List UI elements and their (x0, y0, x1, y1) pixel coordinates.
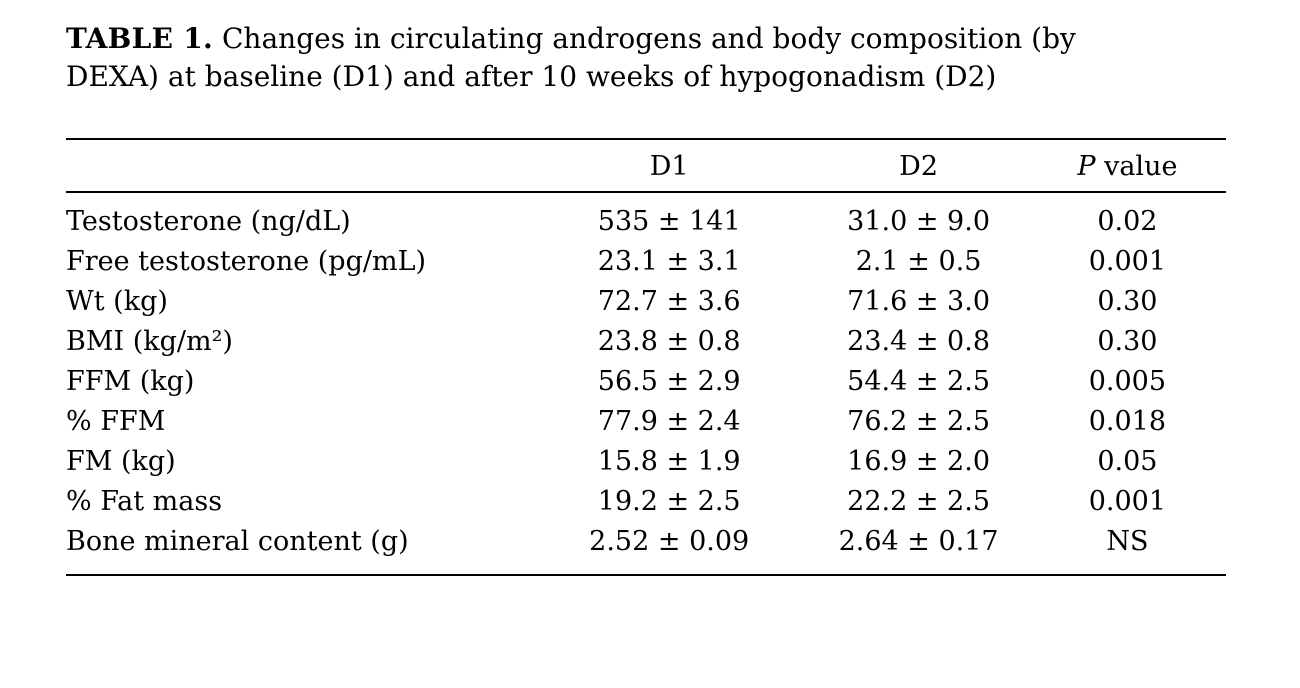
table-caption-text: Changes in circulating androgens and bod… (66, 22, 1076, 93)
p-value: 0.001 (1088, 246, 1167, 277)
header-d1: D1 (649, 151, 689, 182)
value-d2: 54.4 ± 2.5 (847, 366, 991, 397)
header-d2: D2 (899, 151, 938, 182)
table-row: Free testosterone (pg/mL) 23.1 ± 3.1 2.1… (66, 242, 1226, 282)
row-label: % Fat mass (66, 486, 223, 517)
row-label: Wt (kg) (66, 286, 168, 317)
value-d1: 72.7 ± 3.6 (597, 286, 741, 317)
value-d1: 2.52 ± 0.09 (589, 526, 750, 557)
p-rest: value (1095, 151, 1178, 182)
row-label: Bone mineral content (g) (66, 526, 409, 557)
value-d2: 16.9 ± 2.0 (847, 446, 991, 477)
value-d1: 23.8 ± 0.8 (597, 326, 741, 357)
p-value: 0.018 (1088, 406, 1167, 437)
row-label: FM (kg) (66, 446, 176, 477)
table-row: Wt (kg) 72.7 ± 3.6 71.6 ± 3.0 0.30 (66, 282, 1226, 322)
value-d2: 31.0 ± 9.0 (847, 206, 991, 237)
table-row: Testosterone (ng/dL) 535 ± 141 31.0 ± 9.… (66, 192, 1226, 242)
value-d1: 535 ± 141 (597, 206, 741, 237)
value-d1: 56.5 ± 2.9 (597, 366, 741, 397)
table-row: FFM (kg) 56.5 ± 2.9 54.4 ± 2.5 0.005 (66, 362, 1226, 402)
table-header-row: D1 D2 P value (66, 139, 1226, 192)
p-value: 0.05 (1097, 446, 1158, 477)
table-row: % FFM 77.9 ± 2.4 76.2 ± 2.5 0.018 (66, 402, 1226, 442)
header-p-value: P value (1029, 139, 1226, 192)
row-label: FFM (kg) (66, 366, 195, 397)
value-d2: 2.1 ± 0.5 (855, 246, 982, 277)
row-label: % FFM (66, 406, 166, 437)
p-value: 0.02 (1097, 206, 1158, 237)
value-d1: 23.1 ± 3.1 (597, 246, 741, 277)
value-d1: 15.8 ± 1.9 (597, 446, 741, 477)
p-italic: P (1077, 151, 1096, 182)
table-row: BMI (kg/m²) 23.8 ± 0.8 23.4 ± 0.8 0.30 (66, 322, 1226, 362)
results-table: D1 D2 P value Testosterone (ng/dL) 535 ±… (66, 138, 1226, 576)
row-label: Testosterone (ng/dL) (66, 206, 351, 237)
value-d2: 22.2 ± 2.5 (847, 486, 991, 517)
p-value: NS (1106, 526, 1149, 557)
value-d2: 2.64 ± 0.17 (838, 526, 999, 557)
value-d2: 71.6 ± 3.0 (847, 286, 991, 317)
value-d1: 77.9 ± 2.4 (597, 406, 741, 437)
value-d2: 76.2 ± 2.5 (847, 406, 991, 437)
p-value: 0.005 (1088, 366, 1167, 397)
p-value: 0.30 (1097, 326, 1158, 357)
row-label: Free testosterone (pg/mL) (66, 246, 427, 277)
table-row: Bone mineral content (g) 2.52 ± 0.09 2.6… (66, 522, 1226, 575)
p-value: 0.30 (1097, 286, 1158, 317)
value-d1: 19.2 ± 2.5 (597, 486, 741, 517)
table-caption: TABLE 1. Changes in circulating androgen… (66, 20, 1161, 96)
row-label: BMI (kg/m²) (66, 326, 233, 357)
header-empty (66, 139, 530, 192)
table-row: % Fat mass 19.2 ± 2.5 22.2 ± 2.5 0.001 (66, 482, 1226, 522)
table-row: FM (kg) 15.8 ± 1.9 16.9 ± 2.0 0.05 (66, 442, 1226, 482)
p-value: 0.001 (1088, 486, 1167, 517)
value-d2: 23.4 ± 0.8 (847, 326, 991, 357)
table-caption-label: TABLE 1. (66, 22, 214, 55)
